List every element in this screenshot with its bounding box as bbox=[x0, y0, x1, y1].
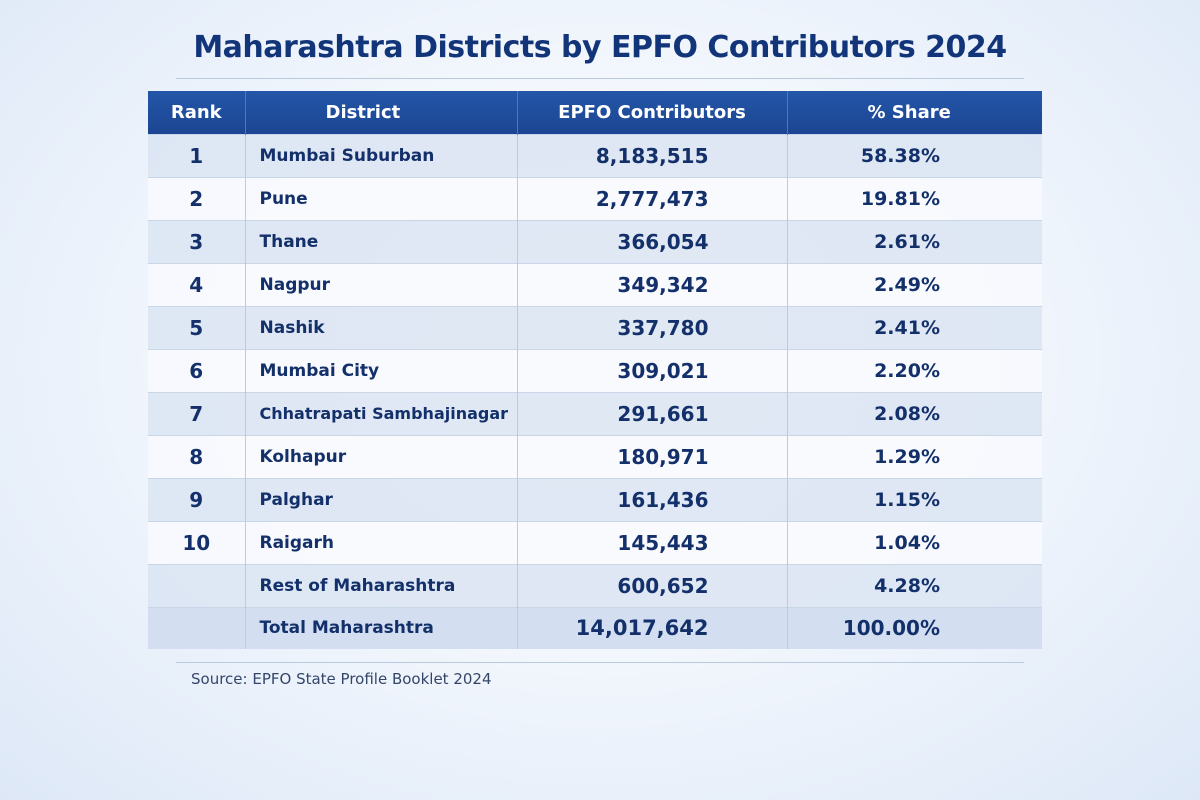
rank-cell: 4 bbox=[148, 262, 245, 306]
rank-cell: 5 bbox=[148, 305, 245, 349]
share-cell: 2.08% bbox=[786, 391, 1042, 435]
table-row: 8 Kolhapur 180,971 1.29% bbox=[148, 434, 1042, 478]
share-cell: 2.49% bbox=[786, 262, 1042, 306]
district-cell: Raigarh bbox=[244, 520, 517, 564]
title-divider bbox=[176, 78, 1024, 79]
district-cell: Total Maharashtra bbox=[244, 606, 517, 649]
share-cell: 2.61% bbox=[786, 219, 1042, 263]
column-header-share: % Share bbox=[786, 91, 1042, 134]
district-cell: Nashik bbox=[244, 305, 517, 349]
contributors-cell: 366,054 bbox=[516, 219, 787, 263]
contributors-cell: 14,017,642 bbox=[516, 606, 787, 649]
contributors-cell: 600,652 bbox=[516, 563, 787, 607]
contributors-cell: 145,443 bbox=[516, 520, 787, 564]
table-row: 5 Nashik 337,780 2.41% bbox=[148, 305, 1042, 349]
table-row: 3 Thane 366,054 2.61% bbox=[148, 219, 1042, 263]
contributors-cell: 349,342 bbox=[516, 262, 787, 306]
table-row: 6 Mumbai City 309,021 2.20% bbox=[148, 348, 1042, 392]
table-title: Maharashtra Districts by EPFO Contributo… bbox=[193, 30, 1007, 65]
contributors-cell: 291,661 bbox=[516, 391, 787, 435]
rank-cell: 6 bbox=[148, 348, 245, 392]
header-row: Rank District EPFO Contributors % Share bbox=[148, 91, 1042, 134]
source-note: Source: EPFO State Profile Booklet 2024 bbox=[191, 670, 492, 688]
share-cell: 19.81% bbox=[786, 176, 1042, 220]
table-body: 1 Mumbai Suburban 8,183,515 58.38% 2 Pune 2,77… bbox=[148, 133, 1042, 649]
total-row: Total Maharashtra 14,017,642 100.00% bbox=[148, 606, 1042, 649]
rank-cell: 7 bbox=[148, 391, 245, 435]
rank-cell: 3 bbox=[148, 219, 245, 263]
district-cell: Rest of Maharashtra bbox=[244, 563, 517, 607]
district-cell: Mumbai Suburban bbox=[244, 133, 517, 177]
table-row: 1 Mumbai Suburban 8,183,515 58.38% bbox=[148, 133, 1042, 177]
share-cell: 58.38% bbox=[786, 133, 1042, 177]
share-cell: 100.00% bbox=[786, 606, 1042, 649]
rank-cell: 9 bbox=[148, 477, 245, 521]
rank-cell: 10 bbox=[148, 520, 245, 564]
district-cell: Chhatrapati Sambhajinagar bbox=[244, 391, 517, 435]
contributors-cell: 161,436 bbox=[516, 477, 787, 521]
share-cell: 1.04% bbox=[786, 520, 1042, 564]
table-row: 9 Palghar 161,436 1.15% bbox=[148, 477, 1042, 521]
contributors-cell: 8,183,515 bbox=[516, 133, 787, 177]
share-cell: 1.29% bbox=[786, 434, 1042, 478]
table-row: 10 Raigarh 145,443 1.04% bbox=[148, 520, 1042, 564]
table-row: 4 Nagpur 349,342 2.49% bbox=[148, 262, 1042, 306]
contributors-cell: 2,777,473 bbox=[516, 176, 787, 220]
contributors-cell: 337,780 bbox=[516, 305, 787, 349]
column-header-rank: Rank bbox=[170, 101, 222, 123]
table-row: 7 Chhatrapati Sambhajinagar 291,661 2.08% bbox=[148, 391, 1042, 435]
district-cell: Pune bbox=[244, 176, 517, 220]
table-row: 2 Pune 2,777,473 19.81% bbox=[148, 176, 1042, 220]
district-cell: Mumbai City bbox=[244, 348, 517, 392]
rank-cell: 1 bbox=[148, 133, 245, 177]
rank-cell bbox=[148, 563, 245, 607]
contributors-cell: 180,971 bbox=[516, 434, 787, 478]
column-header-contributors: EPFO Contributors bbox=[516, 91, 787, 134]
contributors-cell: 309,021 bbox=[516, 348, 787, 392]
share-cell: 2.41% bbox=[786, 305, 1042, 349]
share-cell: 2.20% bbox=[786, 348, 1042, 392]
rank-cell bbox=[148, 606, 245, 649]
share-cell: 4.28% bbox=[786, 563, 1042, 607]
rank-cell: 2 bbox=[148, 176, 245, 220]
rank-cell: 8 bbox=[148, 434, 245, 478]
district-cell: Kolhapur bbox=[244, 434, 517, 478]
share-cell: 1.15% bbox=[786, 477, 1042, 521]
column-header-district: District bbox=[244, 91, 517, 134]
footer-divider bbox=[176, 662, 1024, 663]
district-cell: Nagpur bbox=[244, 262, 517, 306]
district-cell: Palghar bbox=[244, 477, 517, 521]
district-cell: Thane bbox=[244, 219, 517, 263]
contributors-table: Rank District EPFO Contributors % Share … bbox=[148, 91, 1042, 649]
table-row: Rest of Maharashtra 600,652 4.28% bbox=[148, 563, 1042, 607]
